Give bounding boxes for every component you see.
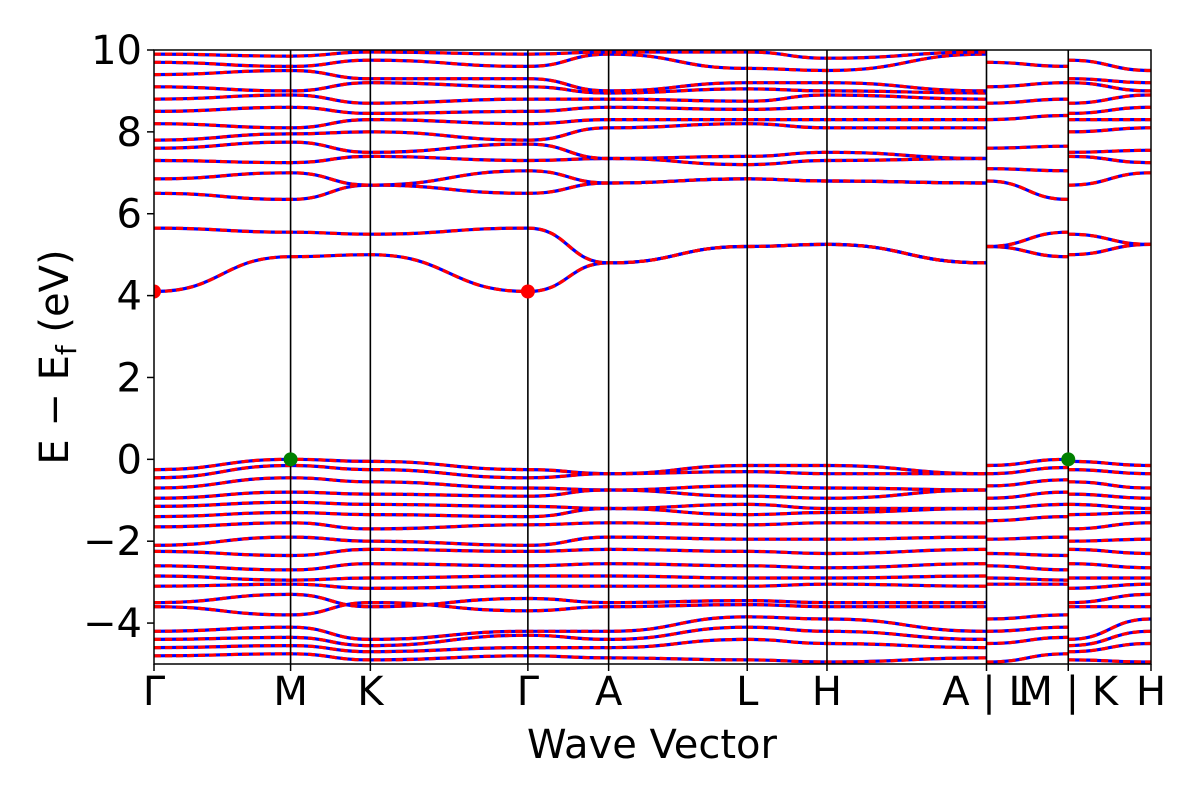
band-line-spin-up <box>1068 154 1151 165</box>
band-line-spin-up <box>1068 592 1151 605</box>
band-line-spin-up <box>1068 468 1151 476</box>
x-tick-label: K <box>357 669 385 715</box>
y-axis-label-subscript: f <box>50 344 83 355</box>
y-tick-label: 6 <box>117 192 142 238</box>
band-line-spin-up <box>986 457 1069 468</box>
x-tick-label: H <box>812 669 842 715</box>
band-line-spin-up <box>986 625 1069 633</box>
band-line-spin-up <box>986 564 1069 572</box>
band-line-spin-up <box>986 144 1069 150</box>
band-line-spin-up <box>1068 105 1151 115</box>
band-line-spin-up <box>986 576 1069 582</box>
x-tick-label: Γ <box>517 669 540 715</box>
band-line-spin-up <box>986 465 1069 476</box>
x-tick-label: M <box>273 669 308 715</box>
plot-frame <box>153 49 1152 665</box>
marker-vbm <box>1061 452 1076 467</box>
band-line-spin-up <box>986 613 1069 621</box>
band-line-spin-up <box>986 179 1069 201</box>
band-line-spin-up <box>986 515 1069 523</box>
band-line-spin-up <box>986 635 1069 646</box>
band-line-spin-up <box>1068 81 1151 93</box>
band-line-spin-up <box>1068 521 1151 531</box>
band-line-spin-up <box>986 502 1069 511</box>
band-line-spin-up <box>1068 148 1151 154</box>
y-tick-label: 4 <box>117 274 142 320</box>
marker-cbm <box>520 284 535 299</box>
band-line-spin-up <box>1068 171 1151 187</box>
y-tick-label: −2 <box>83 519 142 565</box>
y-tick-label: −4 <box>83 601 142 647</box>
band-line-spin-up <box>1068 617 1151 641</box>
band-line-spin-up <box>986 535 1069 541</box>
band-line-spin-up <box>1068 510 1151 517</box>
x-tick-label: L <box>736 669 759 715</box>
x-tick-label: A <box>595 669 623 715</box>
band-line-spin-up <box>1068 492 1151 500</box>
band-line-spin-up <box>1068 658 1151 664</box>
y-axis-label: E − Ef (eV) <box>32 249 83 464</box>
band-line-spin-up <box>1068 232 1151 246</box>
band-line-spin-up <box>1068 502 1151 511</box>
band-line-spin-up <box>986 113 1069 122</box>
x-tick-label: H <box>1136 669 1166 715</box>
band-line-spin-up <box>986 490 1069 500</box>
band-line-spin-up <box>1068 93 1151 105</box>
marker-cbm <box>154 284 161 299</box>
y-axis-ticks: −4 −2 0 2 4 6 8 10 <box>83 28 154 647</box>
band-line-spin-up <box>1068 537 1151 543</box>
band-line-spin-up <box>986 167 1069 173</box>
band-line-spin-up <box>1068 459 1151 468</box>
band-line-spin-up <box>986 97 1069 105</box>
band-line-spin-up <box>1068 547 1151 556</box>
band-line-spin-up <box>1068 480 1151 490</box>
x-axis-ticks: Γ M K Γ A L H A | LM | K H <box>143 664 1166 715</box>
y-axis-label-unit: (eV) <box>32 249 78 345</box>
marker-vbm <box>283 452 298 467</box>
band-line-spin-up <box>1068 58 1151 73</box>
band-line-spin-up <box>1068 582 1151 590</box>
kpoint-vertical-lines <box>289 50 1070 664</box>
y-tick-label: 8 <box>117 110 142 156</box>
y-tick-label: 2 <box>117 355 142 401</box>
band-line-spin-up <box>1068 126 1151 134</box>
y-tick-label: 10 <box>91 28 142 74</box>
band-line-spin-up <box>986 652 1069 664</box>
band-line-spin-up <box>1068 77 1151 85</box>
y-axis-label-main: E − E <box>32 355 78 465</box>
band-line-spin-up <box>986 230 1069 249</box>
band-line-spin-up <box>1068 629 1151 648</box>
band-line-spin-up <box>1068 641 1151 654</box>
x-tick-label: Γ <box>143 669 166 715</box>
y-tick-label: 0 <box>117 437 142 483</box>
band-line-spin-up <box>986 551 1069 558</box>
band-line-spin-up <box>1068 562 1151 570</box>
x-tick-label: A | L <box>942 669 1031 715</box>
x-tick-label: M | K <box>1018 669 1119 715</box>
band-line-spin-up <box>986 81 1069 89</box>
band-line-spin-up <box>986 478 1069 488</box>
band-line-spin-up <box>986 60 1069 68</box>
x-axis-label: Wave Vector <box>527 722 778 768</box>
extrema-markers <box>154 284 1076 467</box>
